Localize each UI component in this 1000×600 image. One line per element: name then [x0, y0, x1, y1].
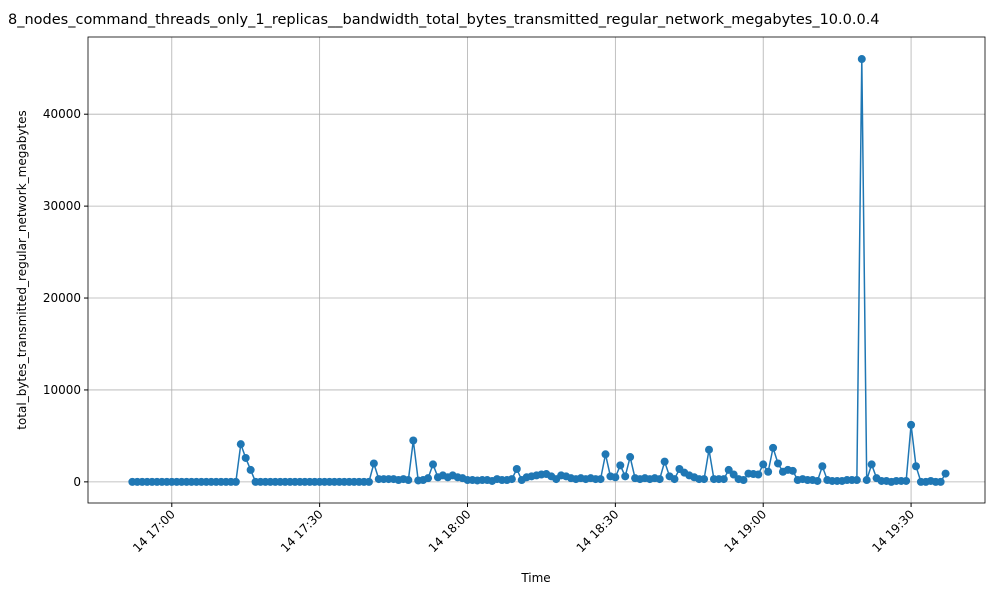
y-tick-label: 40000: [43, 107, 81, 121]
data-point: [670, 475, 679, 484]
data-point: [621, 472, 630, 481]
data-point: [611, 473, 620, 482]
x-tick-label: 14 17:00: [130, 507, 178, 555]
data-point: [364, 477, 373, 486]
y-axis-label: total_bytes_transmitted_regular_network_…: [15, 110, 29, 430]
data-point: [507, 475, 516, 484]
x-tick-label: 14 18:00: [426, 507, 474, 555]
data-point: [907, 420, 916, 429]
data-point: [424, 474, 433, 483]
x-tick-label: 14 17:30: [278, 507, 326, 555]
data-point: [369, 459, 378, 468]
data-point: [764, 467, 773, 476]
x-axis-label: Time: [520, 571, 550, 585]
data-point: [862, 476, 871, 485]
data-point: [241, 453, 250, 462]
x-tick-label: 14 19:30: [869, 507, 917, 555]
x-tick-label: 14 18:30: [574, 507, 622, 555]
data-point: [231, 477, 240, 486]
data-point: [596, 475, 605, 484]
y-tick-label: 20000: [43, 291, 81, 305]
data-point: [788, 466, 797, 475]
data-point: [857, 55, 866, 64]
data-point: [700, 475, 709, 484]
data-point: [902, 476, 911, 485]
y-tick-label: 30000: [43, 199, 81, 213]
data-line: [132, 59, 947, 483]
data-point: [936, 477, 945, 486]
y-tick-label: 10000: [43, 383, 81, 397]
data-point: [601, 450, 610, 459]
data-point: [719, 475, 728, 484]
data-point: [660, 457, 669, 466]
data-point: [759, 460, 768, 469]
data-point: [626, 453, 635, 462]
data-point: [246, 465, 255, 474]
plot-frame: [87, 36, 986, 504]
y-tick-label: 0: [73, 475, 81, 489]
data-point: [754, 470, 763, 479]
data-point: [429, 460, 437, 469]
data-point: [739, 476, 748, 485]
data-point: [818, 462, 827, 471]
chart-title: 8_nodes_command_threads_only_1_replicas_…: [8, 12, 880, 28]
data-point: [409, 436, 418, 445]
data-point: [705, 445, 713, 454]
data-point: [867, 460, 876, 469]
data-point: [813, 476, 822, 485]
data-point: [774, 459, 782, 468]
data-point: [236, 440, 245, 449]
data-point: [616, 461, 625, 470]
data-point: [941, 469, 950, 478]
data-point: [912, 462, 920, 471]
data-point: [512, 464, 521, 473]
data-point: [852, 476, 861, 485]
data-point: [769, 443, 778, 452]
x-tick-label: 14 19:00: [721, 507, 769, 555]
data-point: [655, 475, 664, 484]
data-point: [404, 476, 413, 485]
